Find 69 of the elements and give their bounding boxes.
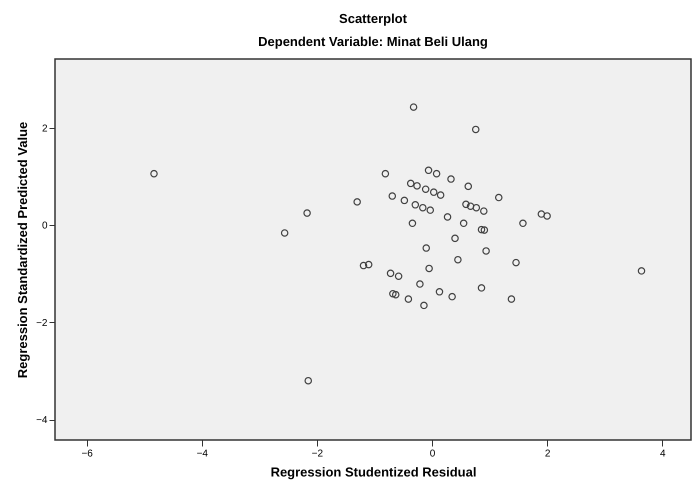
- x-tick-label: −6: [81, 448, 94, 460]
- point: [425, 264, 433, 272]
- point: [406, 180, 414, 188]
- y-tick-label: 0: [42, 220, 48, 232]
- point: [480, 226, 488, 234]
- point: [478, 284, 486, 292]
- point: [482, 247, 490, 255]
- point: [416, 280, 424, 288]
- point: [420, 302, 428, 310]
- x-axis-title: Regression Studentized Residual: [270, 464, 476, 480]
- point: [508, 295, 516, 303]
- point: [353, 198, 361, 206]
- point: [364, 260, 372, 268]
- point: [386, 270, 394, 278]
- point: [462, 200, 470, 208]
- point: [150, 170, 158, 178]
- point: [472, 204, 480, 212]
- point: [432, 170, 440, 178]
- point: [424, 166, 432, 174]
- point: [400, 196, 408, 204]
- point: [426, 206, 434, 214]
- point: [512, 258, 520, 266]
- point: [422, 185, 430, 193]
- x-tick-label: 4: [660, 448, 666, 460]
- point: [413, 182, 421, 190]
- point: [460, 220, 468, 228]
- point: [404, 295, 412, 303]
- x-tick-label: 0: [430, 448, 436, 460]
- point: [304, 376, 312, 384]
- point: [394, 272, 402, 280]
- point: [495, 194, 503, 202]
- point: [408, 220, 416, 228]
- point: [410, 103, 418, 111]
- point: [519, 220, 527, 228]
- point: [280, 229, 288, 237]
- point: [447, 175, 455, 183]
- point: [389, 290, 397, 298]
- point: [464, 182, 472, 190]
- x-tick-label: 2: [544, 448, 551, 460]
- point: [382, 170, 390, 178]
- point: [472, 126, 480, 134]
- point: [412, 201, 420, 209]
- point: [538, 210, 546, 218]
- point: [454, 256, 462, 264]
- point: [422, 244, 430, 252]
- point: [419, 204, 427, 212]
- point: [436, 191, 444, 199]
- chart-title: Scatterplot: [339, 11, 408, 26]
- y-axis-title: Regression Standardized Predicted Value: [15, 122, 30, 378]
- point: [638, 267, 646, 275]
- y-tick-label: −2: [36, 318, 48, 329]
- point: [478, 226, 486, 234]
- point: [392, 290, 400, 298]
- point: [430, 188, 438, 196]
- point: [480, 207, 488, 215]
- y-tick-label: 2: [42, 124, 48, 135]
- point: [444, 213, 452, 221]
- point: [436, 288, 444, 296]
- point: [543, 212, 551, 220]
- chart-subtitle: Dependent Variable: Minat Beli Ulang: [258, 34, 488, 49]
- point: [448, 292, 456, 300]
- point: [360, 262, 368, 270]
- point: [451, 234, 459, 242]
- x-tick-label: −2: [312, 448, 324, 460]
- y-tick-label: −4: [36, 415, 48, 426]
- x-tick-label: −4: [196, 448, 208, 460]
- point: [466, 202, 474, 210]
- point: [303, 209, 311, 217]
- point: [388, 192, 396, 200]
